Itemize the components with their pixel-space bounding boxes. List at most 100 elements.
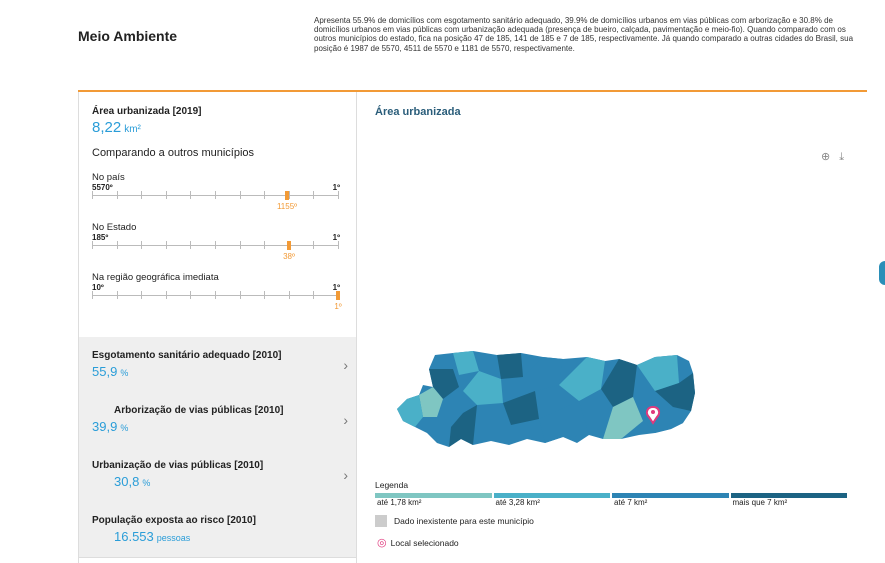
ranking-label: No Estado — [92, 222, 137, 233]
municipality[interactable] — [603, 397, 643, 439]
indicator-unit: km² — [124, 124, 141, 135]
ranking-label: Na região geográfica imediata — [92, 272, 219, 283]
legend-no-data: Dado inexistente para este município — [375, 515, 534, 527]
indicator-label: Área urbanizada [2019] — [92, 106, 202, 117]
no-data-swatch — [375, 515, 387, 527]
zoom-icon[interactable]: ⊕ — [821, 151, 831, 163]
ranking-tick — [264, 291, 265, 299]
municipality[interactable] — [449, 405, 477, 447]
municipality[interactable] — [397, 395, 423, 427]
municipality[interactable] — [559, 357, 605, 401]
legend-labels: até 1,78 km² até 3,28 km² até 7 km² mais… — [375, 498, 847, 507]
compare-title: Comparando a outros municípios — [92, 147, 255, 159]
ranking-tick — [117, 241, 118, 249]
ranking-tick — [92, 191, 93, 199]
ranking-tick — [215, 291, 216, 299]
ranking-value: 1º — [334, 302, 342, 311]
legend-label: até 1,78 km² — [377, 498, 422, 507]
ranking-value: 1155º — [276, 202, 298, 211]
legend-swatch — [375, 493, 492, 498]
ranking-tick — [240, 241, 241, 249]
ranking-tick — [190, 291, 191, 299]
municipality[interactable] — [419, 387, 443, 417]
municipality[interactable] — [503, 391, 539, 425]
ranking-tick — [240, 291, 241, 299]
chevron-right-icon: › — [343, 467, 348, 483]
card-label: Urbanização de vias públicas [2010] — [92, 460, 264, 471]
card-esgotamento[interactable]: Esgotamento sanitário adequado [2010] 55… — [79, 337, 356, 393]
card-label: População exposta ao risco [2010] — [92, 515, 256, 526]
page-title: Meio Ambiente — [78, 28, 178, 44]
ranking-tick — [313, 191, 314, 199]
ranking-tick — [141, 291, 142, 299]
ranking-tick — [264, 191, 265, 199]
ranking-country: No país 5570º 1º 1155º — [92, 172, 344, 218]
municipality[interactable] — [497, 353, 523, 379]
ranking-region: Na região geográfica imediata 10º 1º 1º — [92, 272, 344, 318]
card-value: 39,9% — [92, 419, 129, 434]
card-value: 30,8% — [114, 474, 151, 489]
ranking-max: 1º — [332, 233, 340, 242]
card-populacao-risco[interactable]: População exposta ao risco [2010] 16.553… — [79, 502, 356, 558]
ranking-tick — [92, 241, 93, 249]
ranking-tick — [313, 241, 314, 249]
map-tools: ⊕ ⤓ — [821, 150, 844, 164]
ranking-tick — [141, 191, 142, 199]
ranking-tick — [338, 191, 339, 199]
download-icon[interactable]: ⤓ — [839, 151, 845, 163]
municipality[interactable] — [429, 369, 459, 399]
ranking-tick — [92, 291, 93, 299]
ranking-min: 185º — [92, 233, 109, 242]
map-title: Área urbanizada — [375, 106, 461, 118]
page-description: Apresenta 55.9% de domicílios com esgota… — [314, 16, 854, 53]
ranking-marker — [285, 191, 289, 200]
ranking-tick — [117, 291, 118, 299]
choropleth-map[interactable] — [393, 347, 713, 457]
ranking-tick — [215, 241, 216, 249]
municipality[interactable] — [453, 351, 479, 375]
chevron-right-icon: › — [343, 357, 348, 373]
ranking-tick — [264, 241, 265, 249]
card-value: 55,9% — [92, 364, 129, 379]
card-label: Arborização de vias públicas [2010] — [114, 405, 284, 416]
ranking-max: 1º — [332, 183, 340, 192]
indicators-column: Área urbanizada [2019] 8,22 km² Comparand… — [78, 92, 357, 563]
legend-selected: ◎ Local selecionado — [377, 537, 459, 549]
ranking-state: No Estado 185º 1º 38º — [92, 222, 344, 268]
municipality[interactable] — [523, 357, 563, 391]
legend-swatch — [612, 493, 729, 498]
ranking-tick — [313, 291, 314, 299]
ranking-label: No país — [92, 172, 125, 183]
map-pin-icon[interactable] — [645, 405, 661, 425]
legend-label: até 3,28 km² — [495, 498, 540, 507]
ranking-tick — [289, 191, 290, 199]
ranking-tick — [117, 191, 118, 199]
side-tab-button[interactable] — [879, 261, 885, 285]
chevron-right-icon: › — [343, 412, 348, 428]
legend-title: Legenda — [375, 480, 409, 490]
ranking-tick — [190, 241, 191, 249]
municipality[interactable] — [463, 371, 503, 405]
ranking-min: 5570º — [92, 183, 113, 192]
municipality[interactable] — [643, 407, 683, 433]
ranking-value: 38º — [283, 252, 295, 261]
ranking-tick — [166, 291, 167, 299]
ranking-tick — [289, 291, 290, 299]
card-arborizacao[interactable]: Arborização de vias públicas [2010] 39,9… — [79, 392, 356, 448]
legend-swatch — [493, 493, 610, 498]
ranking-tick — [240, 191, 241, 199]
legend-label: mais que 7 km² — [732, 498, 788, 507]
ranking-tick — [215, 191, 216, 199]
ranking-tick — [338, 241, 339, 249]
ranking-min: 10º — [92, 283, 104, 292]
indicator-value: 8,22 km² — [92, 119, 141, 136]
ranking-tick — [190, 191, 191, 199]
municipality[interactable] — [637, 355, 679, 391]
legend-swatch — [730, 493, 847, 498]
municipality[interactable] — [601, 359, 637, 407]
card-value: 16.553 pessoas — [114, 529, 191, 544]
card-urbanizacao[interactable]: Urbanização de vias públicas [2010] 30,8… — [79, 447, 356, 503]
municipality[interactable] — [655, 373, 695, 411]
ranking-tick — [141, 241, 142, 249]
municipality[interactable] — [539, 401, 589, 443]
